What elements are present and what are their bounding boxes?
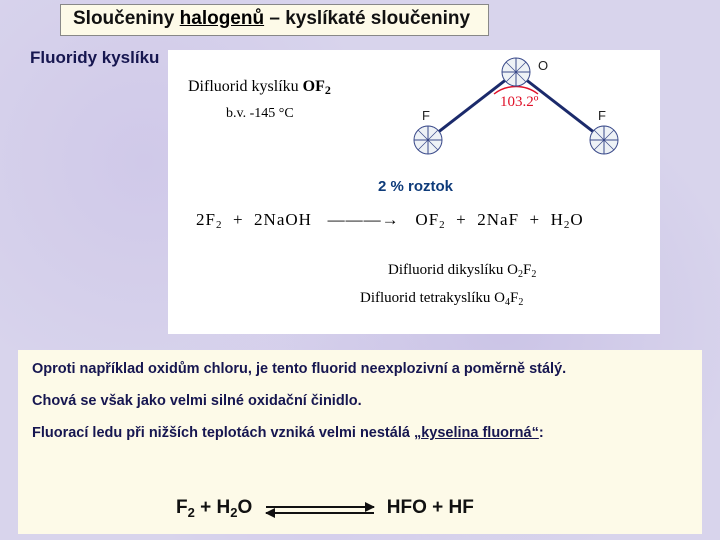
of2-molecule-diagram: O F F xyxy=(386,54,646,164)
atom-o: O xyxy=(502,58,548,86)
atom-f1: F xyxy=(414,108,442,154)
body-p1: Oproti například oxidům chloru, je tento… xyxy=(32,360,688,378)
section-subhead: Fluoridy kyslíku xyxy=(30,48,159,68)
of2-label: Difluorid kyslíku OF2 xyxy=(188,78,331,98)
compound-o4f2: Difluorid tetrakyslíku O4F2 xyxy=(360,290,523,308)
compound-o2f2: Difluorid dikyslíku O2F2 xyxy=(388,262,536,280)
atom-f2: F xyxy=(590,108,618,154)
body-p3: Fluorací ledu při nižších teplotách vzni… xyxy=(32,424,688,442)
reaction-equation: F2 + H2O HFO + HF xyxy=(176,497,474,520)
info-panel: Difluorid kyslíku OF2 b.v. -145 °C 103.2… xyxy=(168,50,660,334)
svg-text:O: O xyxy=(538,58,548,73)
body-text-box: Oproti například oxidům chloru, je tento… xyxy=(18,350,702,534)
svg-text:F: F xyxy=(422,108,430,123)
body-p2: Chová se však jako velmi silné oxidační … xyxy=(32,392,688,410)
title-prefix: Sloučeniny xyxy=(73,8,180,29)
boiling-point: b.v. -145 °C xyxy=(226,106,294,122)
equation-1: 2F2 + 2NaOH ———→ OF2 + 2NaF + H2O xyxy=(196,210,584,231)
title-emph: halogenů xyxy=(180,8,264,29)
title-suffix: – kyslíkaté sloučeniny xyxy=(264,8,470,29)
roztok-label: 2 % roztok xyxy=(378,178,453,195)
slide-title: Sloučeniny halogenů – kyslíkaté sloučeni… xyxy=(60,4,489,36)
svg-text:F: F xyxy=(598,108,606,123)
